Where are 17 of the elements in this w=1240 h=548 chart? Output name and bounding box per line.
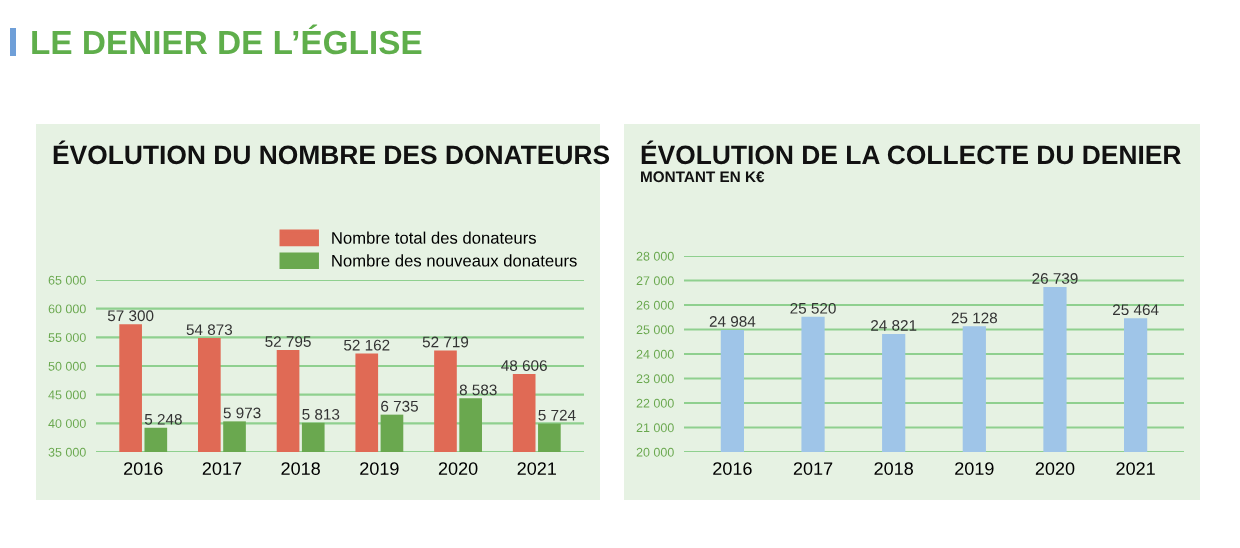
legend-label: Nombre total des donateurs [332, 231, 536, 244]
legend-label: Nombre des nouveaux donateurs [332, 254, 577, 267]
chart-title: ÉVOLUTION DU NOMBRE DES DONATEURS [53, 140, 610, 165]
chart-title: ÉVOLUTION DE LA COLLECTE DU DENIER [641, 140, 1181, 165]
x-tick-label: 2019 [955, 462, 994, 475]
x-tick-label: 2020 [1035, 462, 1075, 475]
x-tick-label: 2016 [124, 462, 163, 475]
x-tick-label: 2018 [874, 462, 913, 475]
x-tick-label: 2016 [713, 462, 752, 475]
x-tick-label: 2021 [517, 462, 556, 475]
x-tick-label: 2017 [793, 462, 833, 475]
x-tick-label: 2018 [281, 462, 320, 475]
text: LE DENIER DE L’ÉGLISE [32, 24, 422, 55]
x-tick-label: 2019 [360, 462, 399, 475]
x-tick-label: 2017 [202, 462, 242, 475]
x-tick-label: 2021 [1116, 462, 1155, 475]
x-tick-label: 2020 [438, 462, 478, 475]
